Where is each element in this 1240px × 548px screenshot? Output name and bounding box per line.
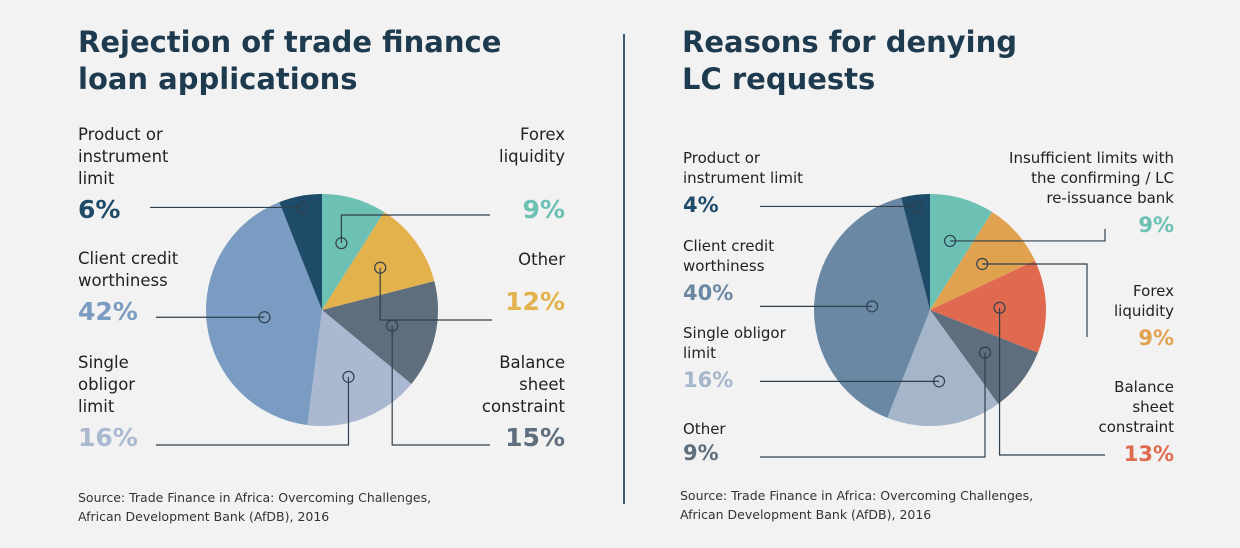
slice-name: Product or instrument limit <box>683 149 804 187</box>
pie-slice-other <box>930 310 1038 404</box>
leader-line-balance-sheet-constraint <box>391 325 490 446</box>
leader-line-forex-liquidity <box>982 263 1088 337</box>
leader-line-balance-sheet-constraint <box>998 307 1105 456</box>
slice-name: Forex liquidity <box>499 125 565 166</box>
pie-slice-single-obligor-limit <box>887 310 999 426</box>
pie-slice-balance-sheet-constraint <box>322 281 438 384</box>
slice-name: Forex liquidity <box>1114 282 1174 320</box>
slice-percent: 16% <box>78 423 138 452</box>
chart-title-line: loan applications <box>78 62 358 96</box>
slice-name: Single obligor limit <box>683 324 786 362</box>
panel-divider <box>623 34 625 504</box>
leader-marker-other <box>374 261 387 274</box>
slice-percent: 12% <box>505 287 565 316</box>
pie-slice-insufficient-limits-with-the-confirming-lc-re-issuance-bank <box>930 194 993 310</box>
leader-marker-client-credit-worthiness <box>258 311 271 324</box>
label-forex-liquidity: Forex liquidity 9% <box>499 124 565 226</box>
pie-slice-product-or-instrument-limit <box>279 194 322 310</box>
pie-slice-product-or-instrument-limit <box>901 194 930 310</box>
chart-title: Rejection of trade finance loan applicat… <box>78 24 501 98</box>
label-single-obligor-limit: Single obligor limit 16% <box>78 352 138 454</box>
pie-slice-single-obligor-limit <box>307 310 412 426</box>
label-product-instrument-limit: Product or instrument limit 4% <box>683 148 803 219</box>
chart-panel-rejection: Rejection of trade finance loan applicat… <box>78 24 565 526</box>
slice-name: Other <box>518 250 565 269</box>
slice-name: Product or instrument limit <box>78 125 169 188</box>
pie-chart-lc-denial <box>760 194 1106 458</box>
source-line: African Development Bank (AfDB), 2016 <box>78 509 330 524</box>
label-forex-liquidity: Forex liquidity 9% <box>1114 281 1174 352</box>
label-insufficient-limits: Insufficient limits with the confirming … <box>1009 148 1174 239</box>
slice-percent: 9% <box>1138 213 1174 237</box>
source-note: Source: Trade Finance in Africa: Overcom… <box>680 486 1033 524</box>
label-balance-sheet-constraint: Balance sheet constraint 15% <box>482 352 565 454</box>
leader-marker-client-credit-worthiness <box>866 300 879 313</box>
slice-name: Insufficient limits with the confirming … <box>1009 149 1174 207</box>
chart-title-line: Rejection of trade finance <box>78 25 502 59</box>
slice-name: Other <box>683 420 726 438</box>
source-line: Source: Trade Finance in Africa: Overcom… <box>680 488 1034 503</box>
source-line: Source: Trade Finance in Africa: Overcom… <box>78 490 432 505</box>
slice-name: Client credit worthiness <box>683 237 775 275</box>
leader-marker-single-obligor-limit <box>342 370 355 383</box>
leader-marker-single-obligor-limit <box>932 375 946 388</box>
label-client-credit-worthiness: Client credit worthiness 40% <box>683 236 774 307</box>
leader-marker-balance-sheet-constraint <box>993 301 1006 314</box>
label-balance-sheet-constraint: Balance sheet constraint 13% <box>1098 377 1174 468</box>
label-product-instrument-limit: Product or instrument limit 6% <box>78 124 169 226</box>
leader-line-insufficient-limits-with-the-confirming-lc-re-issuance-bank <box>950 229 1106 242</box>
slice-percent: 15% <box>505 423 565 452</box>
slice-percent: 9% <box>683 441 719 465</box>
leader-marker-forex-liquidity <box>335 237 348 250</box>
pie-chart-rejection <box>150 194 492 446</box>
slice-name: Client credit worthiness <box>78 249 179 290</box>
pie-slice-client-credit-worthiness <box>206 202 322 426</box>
leader-marker-other <box>978 346 992 359</box>
pie-slice-client-credit-worthiness <box>814 197 930 418</box>
slice-percent: 40% <box>683 281 734 305</box>
label-other: Other 9% <box>683 419 726 467</box>
leader-marker-product-or-instrument-limit <box>296 201 309 214</box>
leader-marker-forex-liquidity <box>976 257 989 271</box>
slice-percent: 9% <box>522 195 565 224</box>
slice-name: Balance sheet constraint <box>1098 378 1174 436</box>
label-single-obligor-limit: Single obligor limit 16% <box>683 323 786 394</box>
leader-line-other <box>760 352 986 458</box>
label-other: Other 12% <box>505 249 565 318</box>
leader-marker-balance-sheet-constraint <box>386 319 399 332</box>
chart-title: Reasons for denying LC requests <box>682 24 1017 98</box>
pie-slice-forex-liquidity <box>930 212 1035 310</box>
chart-title-line: LC requests <box>682 62 876 96</box>
slice-percent: 6% <box>78 195 121 224</box>
pie-slice-balance-sheet-constraint <box>930 260 1046 353</box>
label-client-credit-worthiness: Client credit worthiness 42% <box>78 248 178 328</box>
slice-percent: 42% <box>78 297 138 326</box>
slice-percent: 9% <box>1138 326 1174 350</box>
slice-name: Single obligor limit <box>78 353 136 416</box>
slice-name: Balance sheet constraint <box>481 353 565 416</box>
pie-slice-forex-liquidity <box>322 194 385 310</box>
leader-line-forex-liquidity <box>340 214 490 244</box>
source-line: African Development Bank (AfDB), 2016 <box>680 507 932 522</box>
leader-marker-product-or-instrument-limit <box>910 200 924 213</box>
pie-slice-other <box>322 212 435 310</box>
slice-percent: 13% <box>1123 442 1174 466</box>
leader-line-other <box>379 267 492 321</box>
chart-title-line: Reasons for denying <box>682 25 1018 59</box>
chart-panel-lc-denial: Reasons for denying LC requests Product … <box>625 0 1240 548</box>
source-note: Source: Trade Finance in Africa: Overcom… <box>78 488 431 526</box>
slice-percent: 4% <box>683 193 719 217</box>
leader-line-single-obligor-limit <box>156 376 350 446</box>
leader-marker-insufficient-limits-with-the-confirming-lc-re-issuance-bank <box>943 234 957 248</box>
slice-percent: 16% <box>683 368 734 392</box>
